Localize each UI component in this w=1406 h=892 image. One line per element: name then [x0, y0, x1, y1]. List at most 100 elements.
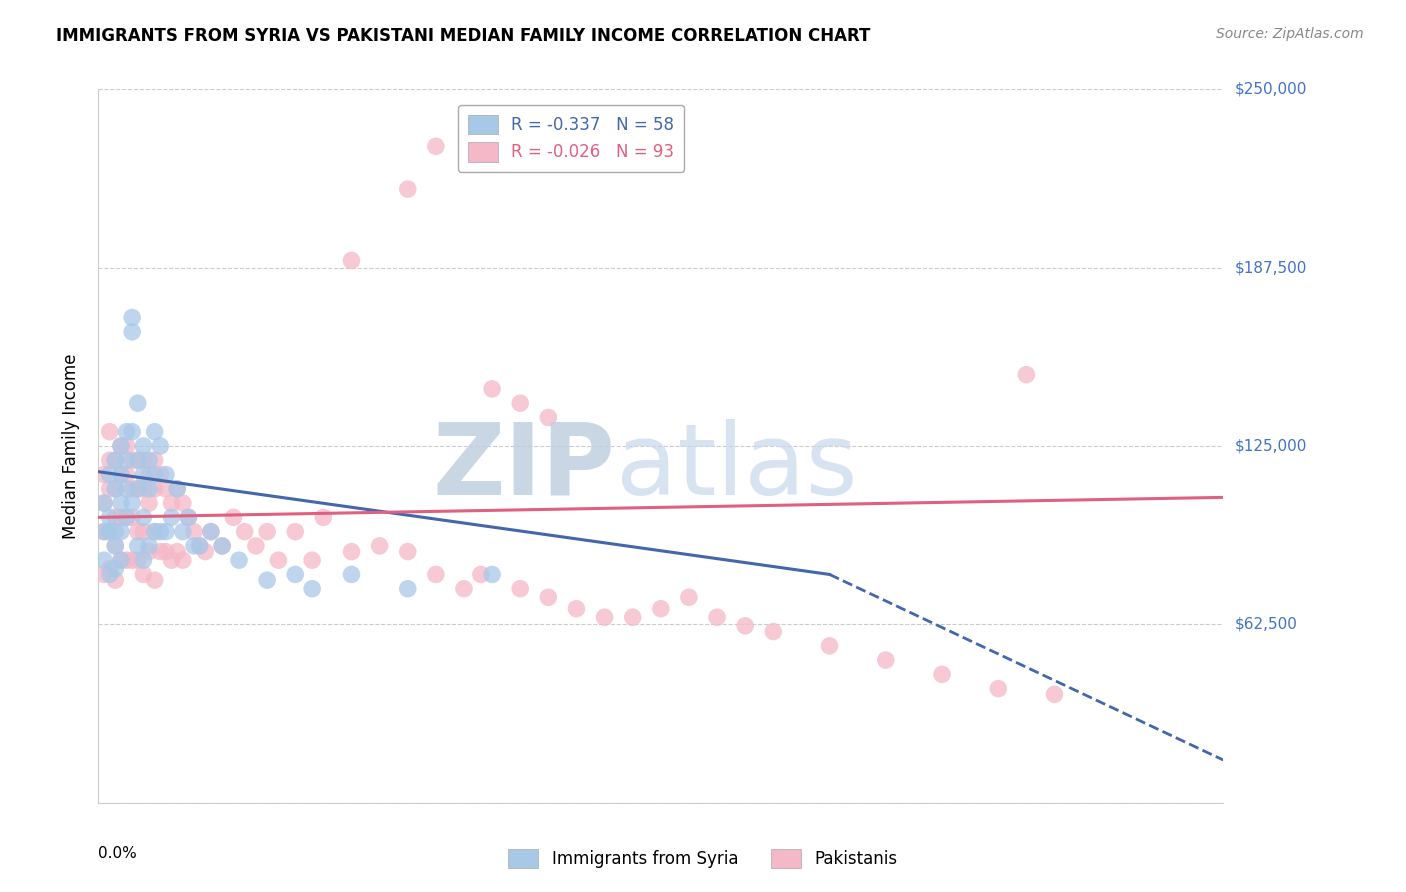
- Point: [160, 496, 183, 510]
- Point: [149, 467, 172, 482]
- Point: [138, 467, 160, 482]
- Point: [115, 425, 138, 439]
- Point: [143, 467, 166, 482]
- Point: [104, 482, 127, 496]
- Point: [481, 382, 503, 396]
- Text: ZIP: ZIP: [433, 419, 616, 516]
- Point: [166, 544, 188, 558]
- Point: [172, 524, 194, 539]
- Point: [121, 553, 143, 567]
- Point: [127, 482, 149, 496]
- Point: [340, 544, 363, 558]
- Point: [650, 601, 672, 615]
- Point: [132, 524, 155, 539]
- Point: [155, 482, 177, 496]
- Point: [593, 610, 616, 624]
- Point: [762, 624, 785, 639]
- Point: [110, 467, 132, 482]
- Point: [1043, 687, 1066, 701]
- Point: [453, 582, 475, 596]
- Point: [509, 396, 531, 410]
- Point: [132, 510, 155, 524]
- Point: [98, 467, 121, 482]
- Point: [98, 482, 121, 496]
- Point: [98, 425, 121, 439]
- Point: [104, 539, 127, 553]
- Point: [143, 524, 166, 539]
- Legend: Immigrants from Syria, Pakistanis: Immigrants from Syria, Pakistanis: [502, 842, 904, 875]
- Point: [138, 539, 160, 553]
- Point: [98, 567, 121, 582]
- Point: [194, 544, 217, 558]
- Point: [149, 439, 172, 453]
- Point: [98, 524, 121, 539]
- Point: [160, 553, 183, 567]
- Point: [127, 539, 149, 553]
- Point: [104, 562, 127, 576]
- Text: atlas: atlas: [616, 419, 858, 516]
- Point: [115, 510, 138, 524]
- Point: [155, 524, 177, 539]
- Point: [115, 510, 138, 524]
- Point: [284, 567, 307, 582]
- Point: [121, 310, 143, 325]
- Point: [143, 573, 166, 587]
- Point: [509, 582, 531, 596]
- Point: [110, 496, 132, 510]
- Legend: R = -0.337   N = 58, R = -0.026   N = 93: R = -0.337 N = 58, R = -0.026 N = 93: [458, 104, 683, 171]
- Point: [104, 482, 127, 496]
- Point: [93, 524, 115, 539]
- Point: [211, 539, 233, 553]
- Point: [222, 510, 245, 524]
- Point: [138, 453, 160, 467]
- Point: [200, 524, 222, 539]
- Text: $125,000: $125,000: [1234, 439, 1306, 453]
- Point: [127, 553, 149, 567]
- Point: [110, 439, 132, 453]
- Point: [301, 582, 323, 596]
- Point: [110, 467, 132, 482]
- Point: [565, 601, 588, 615]
- Point: [98, 524, 121, 539]
- Point: [188, 539, 211, 553]
- Point: [233, 524, 256, 539]
- Point: [160, 510, 183, 524]
- Point: [138, 496, 160, 510]
- Point: [706, 610, 728, 624]
- Point: [121, 496, 143, 510]
- Point: [678, 591, 700, 605]
- Point: [93, 496, 115, 510]
- Point: [425, 567, 447, 582]
- Point: [138, 482, 160, 496]
- Point: [537, 410, 560, 425]
- Point: [621, 610, 644, 624]
- Point: [256, 573, 278, 587]
- Point: [155, 467, 177, 482]
- Point: [121, 425, 143, 439]
- Point: [121, 510, 143, 524]
- Point: [166, 482, 188, 496]
- Point: [127, 396, 149, 410]
- Point: [481, 567, 503, 582]
- Point: [284, 524, 307, 539]
- Point: [987, 681, 1010, 696]
- Point: [245, 539, 267, 553]
- Point: [143, 524, 166, 539]
- Point: [340, 253, 363, 268]
- Point: [166, 482, 188, 496]
- Point: [143, 482, 166, 496]
- Point: [340, 567, 363, 582]
- Point: [132, 467, 155, 482]
- Point: [143, 453, 166, 467]
- Point: [115, 467, 138, 482]
- Point: [177, 510, 200, 524]
- Point: [183, 539, 205, 553]
- Point: [143, 425, 166, 439]
- Point: [256, 524, 278, 539]
- Point: [115, 482, 138, 496]
- Point: [132, 553, 155, 567]
- Point: [121, 325, 143, 339]
- Text: $187,500: $187,500: [1234, 260, 1306, 275]
- Point: [98, 562, 121, 576]
- Point: [115, 553, 138, 567]
